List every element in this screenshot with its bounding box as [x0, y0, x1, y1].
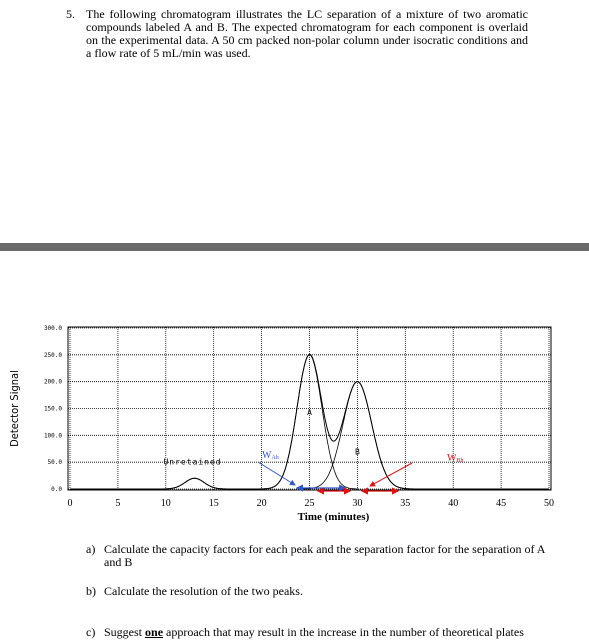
x-tick-label: 45 — [496, 498, 506, 509]
text: approach that may result in the increase… — [163, 625, 524, 639]
part-label: b) — [86, 584, 96, 598]
arrow — [257, 461, 296, 486]
total-signal — [70, 353, 549, 490]
annotation-main: W — [262, 450, 272, 461]
x-tick-label: 40 — [448, 498, 458, 509]
x-axis-label: Time (minutes) — [298, 511, 370, 523]
y-axis-label: Detector Signal — [8, 370, 21, 447]
part-text: Calculate the capacity factors for each … — [104, 543, 559, 569]
x-tick-label: 30 — [352, 498, 362, 509]
emphasis: one — [145, 625, 164, 639]
annotation: WAh — [262, 450, 279, 461]
y-tick-label: 50.0 — [48, 459, 63, 466]
peak-label: B — [355, 448, 360, 457]
y-tick-label: 250.0 — [44, 352, 62, 359]
annotation-main: W — [447, 453, 457, 464]
x-tick-label: 15 — [209, 498, 219, 509]
y-tick-label: 150.0 — [44, 406, 62, 413]
x-tick-label: 5 — [115, 498, 120, 509]
part-label: a) — [86, 542, 96, 556]
x-tick-label: 0 — [68, 498, 73, 509]
part-text: Calculate the resolution of the two peak… — [104, 585, 559, 598]
x-tick-label: 10 — [161, 498, 171, 509]
part-text: Suggest one approach that may result in … — [104, 626, 559, 639]
part-label: c) — [86, 625, 96, 639]
annotation-sub: Ah — [271, 455, 278, 461]
text: Calculate the resolution of the two peak… — [104, 584, 303, 598]
annotation: WBh — [447, 453, 463, 464]
y-tick-label: 200.0 — [44, 379, 62, 386]
question-number: 5. — [66, 7, 75, 21]
peak-label: A — [307, 408, 312, 417]
annotation-sub: Bh — [456, 458, 463, 464]
separator-bar — [0, 243, 589, 251]
y-tick-label: 300.0 — [44, 325, 62, 332]
x-tick-label: 20 — [257, 498, 267, 509]
question-text: The following chromatogram illustrates t… — [86, 7, 528, 60]
arrow — [369, 462, 413, 487]
text: Calculate the capacity factors for each … — [104, 542, 545, 569]
peak-label: Unretained — [163, 457, 221, 466]
y-tick-label: 0.0 — [51, 486, 62, 493]
text: Suggest — [104, 625, 146, 639]
x-tick-label: 50 — [544, 498, 554, 509]
peak-curve — [156, 477, 233, 490]
x-tick-label: 35 — [400, 498, 410, 509]
y-tick-label: 100.0 — [44, 432, 62, 439]
x-tick-label: 25 — [305, 498, 315, 509]
